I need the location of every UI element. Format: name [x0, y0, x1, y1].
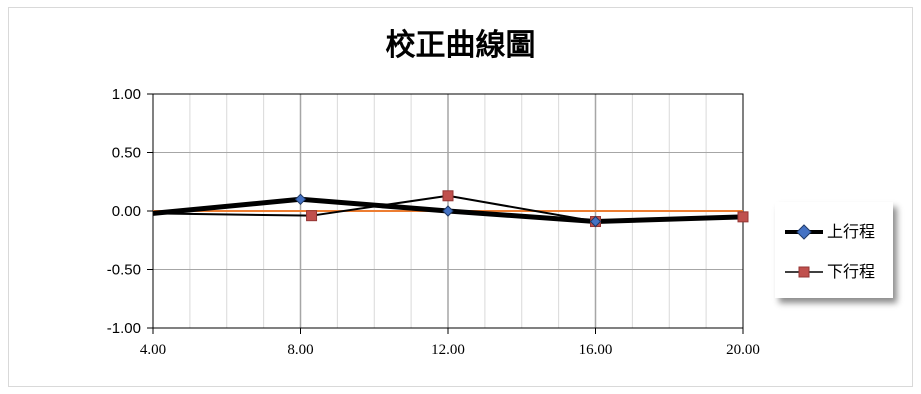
chart-title: 校正曲線圖	[385, 28, 536, 63]
legend-swatch-downstroke	[785, 266, 823, 278]
data-point-upstroke	[294, 193, 307, 206]
legend-label-downstroke: 下行程	[827, 262, 876, 281]
x-tick-label: 8.00	[287, 342, 313, 358]
legend-item-upstroke: 上行程	[775, 222, 893, 242]
x-tick-label: 12.00	[431, 342, 465, 358]
y-tick-label: 0.00	[112, 203, 141, 220]
legend-item-downstroke: 下行程	[775, 262, 893, 282]
x-tick-label: 4.00	[140, 342, 166, 358]
legend-swatch-upstroke	[785, 224, 823, 240]
y-tick-label: -0.50	[107, 262, 141, 279]
data-point-downstroke	[737, 211, 749, 223]
y-tick-label: 1.00	[112, 86, 141, 103]
legend: 上行程 下行程	[775, 202, 893, 298]
y-tick-label: 0.50	[112, 145, 141, 162]
data-point-downstroke	[442, 190, 454, 202]
data-point-upstroke	[442, 205, 454, 217]
x-tick-label: 20.00	[726, 342, 760, 358]
y-tick-label: -1.00	[107, 320, 141, 337]
x-tick-label: 16.00	[579, 342, 613, 358]
legend-label-upstroke: 上行程	[827, 222, 876, 241]
data-point-upstroke	[589, 215, 602, 228]
data-point-downstroke	[306, 210, 318, 222]
